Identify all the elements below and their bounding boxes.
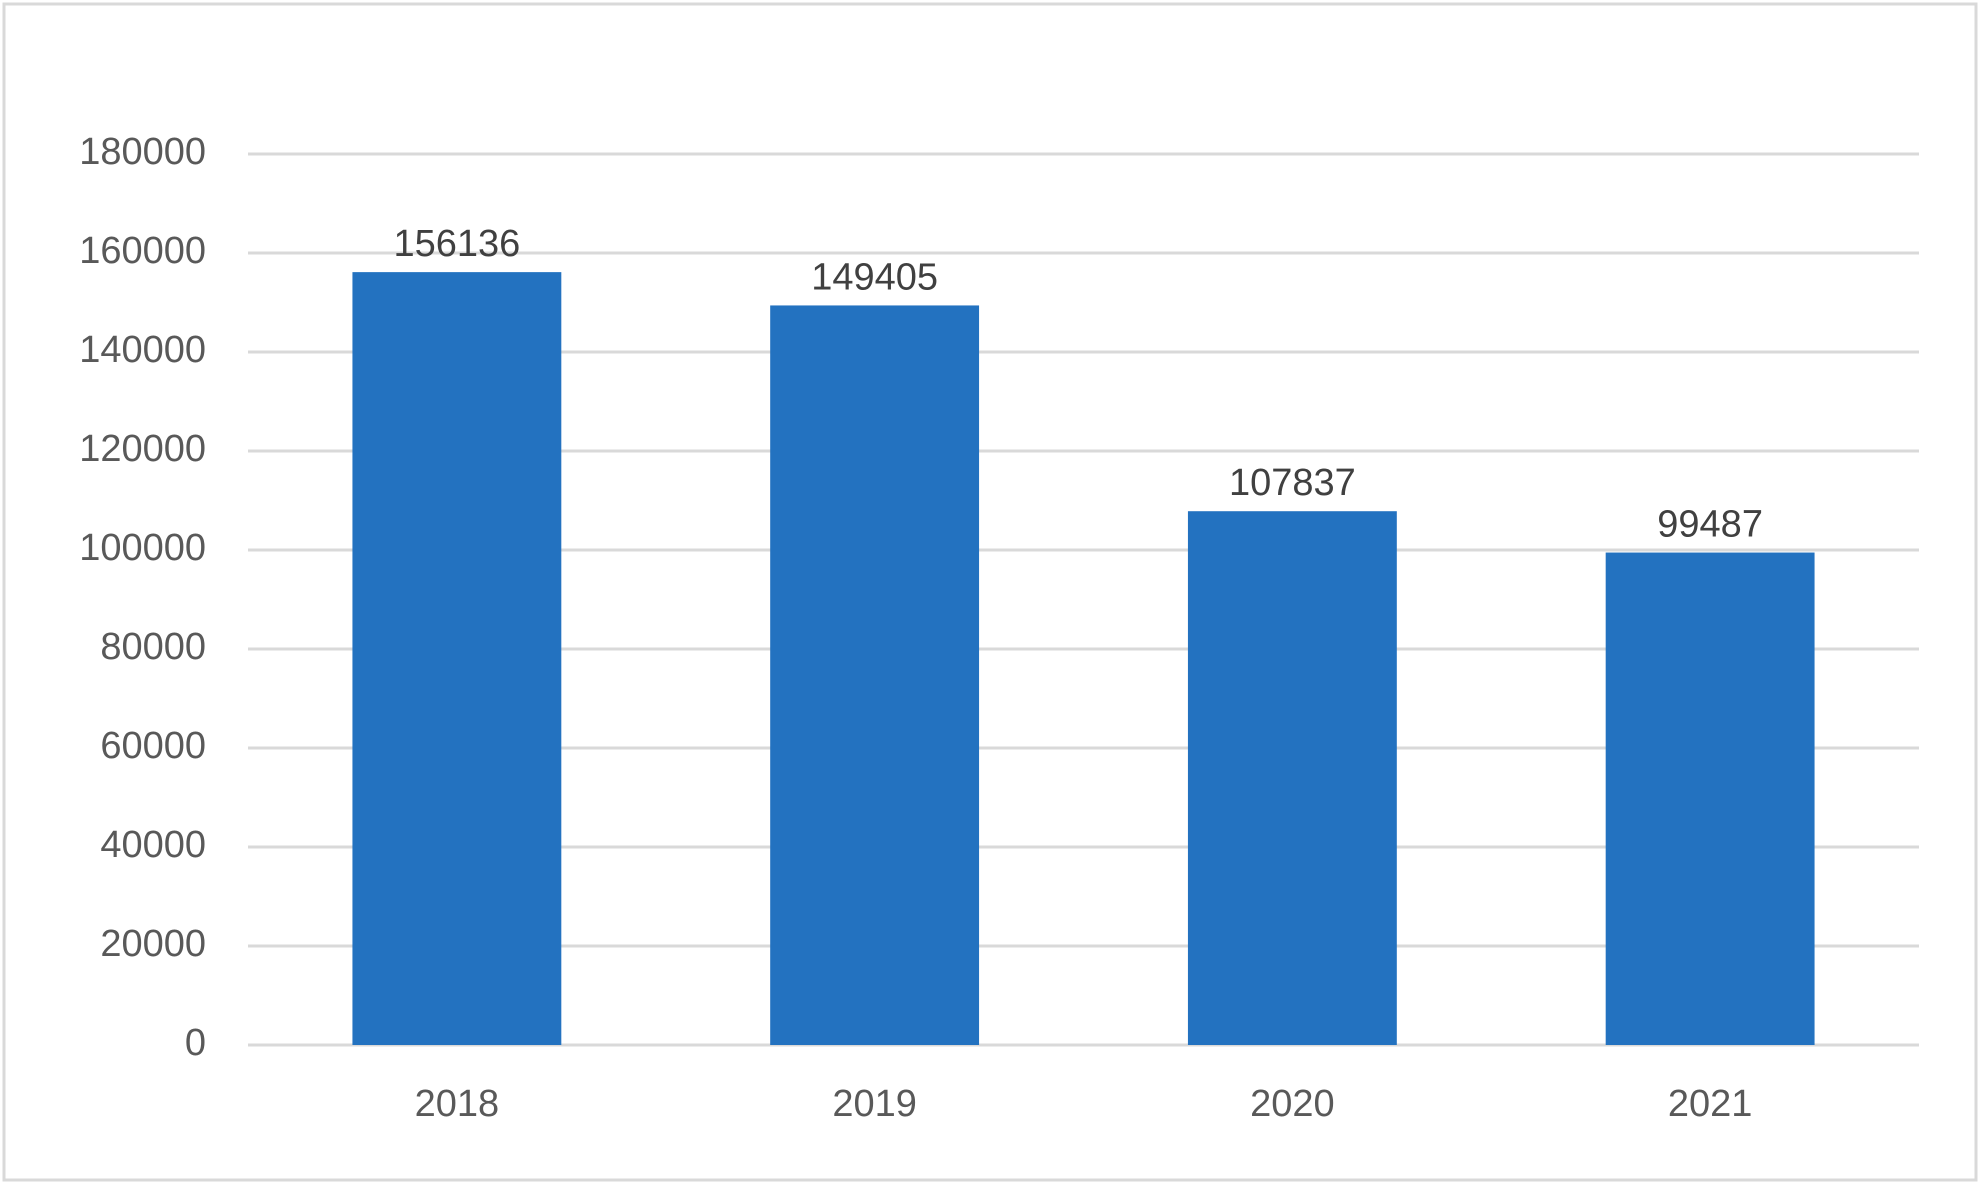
data-label: 149405 — [811, 256, 938, 298]
x-tick-label: 2018 — [415, 1083, 500, 1125]
x-tick-label: 2020 — [1250, 1083, 1335, 1125]
y-tick-label: 80000 — [100, 626, 206, 668]
y-tick-label: 100000 — [79, 527, 206, 569]
bar — [1187, 511, 1397, 1045]
y-tick-label: 120000 — [79, 428, 206, 470]
y-tick-label: 0 — [185, 1022, 206, 1064]
y-tick-label: 160000 — [79, 230, 206, 272]
data-label: 107837 — [1229, 462, 1356, 504]
y-tick-label: 180000 — [79, 131, 206, 173]
bar — [352, 272, 562, 1045]
y-tick-label: 40000 — [100, 824, 206, 866]
y-tick-label: 140000 — [79, 329, 206, 371]
bar — [770, 305, 980, 1045]
bar — [1605, 552, 1815, 1045]
data-label: 99487 — [1657, 504, 1763, 546]
x-tick-label: 2021 — [1668, 1083, 1753, 1125]
y-tick-label: 60000 — [100, 725, 206, 767]
x-tick-label: 2019 — [832, 1083, 917, 1125]
y-tick-label: 20000 — [100, 923, 206, 965]
data-label: 156136 — [393, 223, 520, 265]
